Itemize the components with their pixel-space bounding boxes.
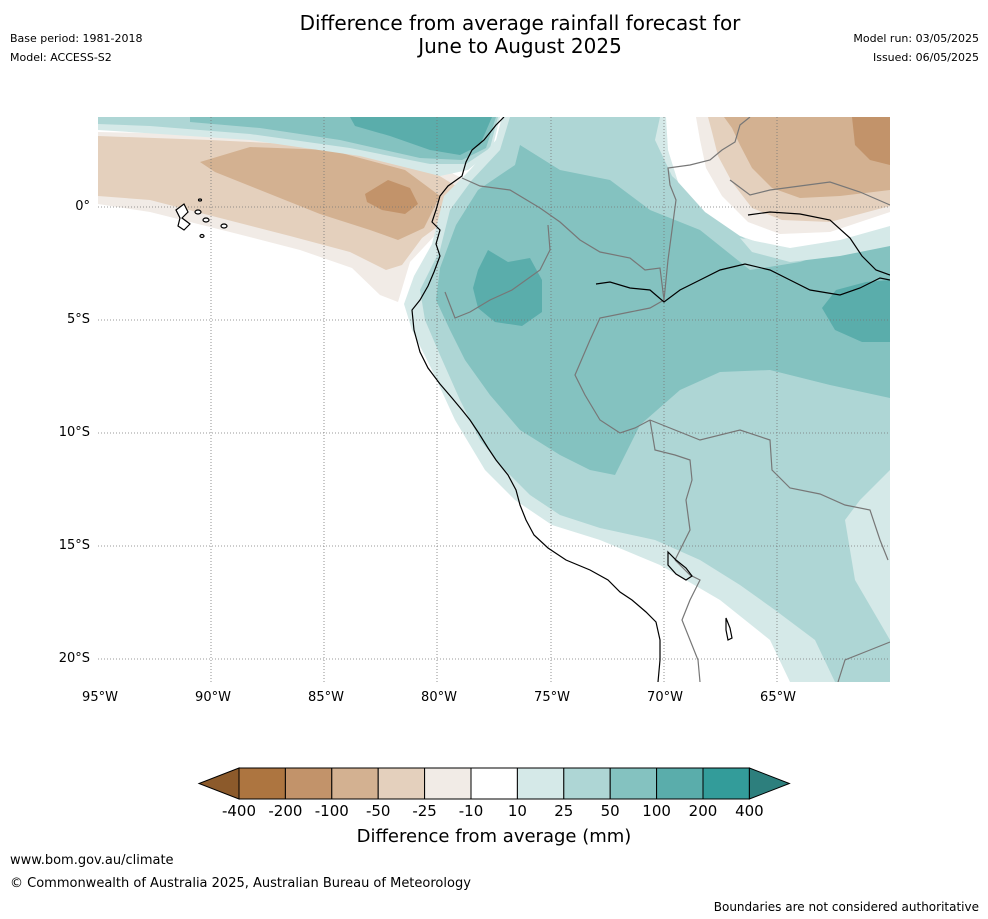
colorbar-tick: 50	[600, 802, 620, 820]
colorbar-extend-low	[197, 767, 240, 800]
ne-dry-region-50	[724, 117, 890, 198]
base-period-text: Base period: 1981-2018	[10, 32, 143, 45]
colorbar-tick: 100	[642, 802, 671, 820]
footer-url: www.bom.gov.au/climate	[10, 853, 174, 868]
footer-boundary-note: Boundaries are not considered authoritat…	[713, 900, 979, 914]
colorbar-tick: -25	[412, 802, 437, 820]
ne-dry-region-100	[852, 117, 890, 165]
galapagos-islands	[175, 198, 228, 239]
model-name-text: Model: ACCESS-S2	[10, 51, 112, 64]
colorbar-tick: -400	[221, 802, 257, 820]
lat-label-5s: 5°S	[66, 312, 90, 327]
lat-label-10s: 10°S	[58, 425, 90, 440]
map-gridlines	[98, 117, 890, 682]
lon-label-90w: 90°W	[195, 690, 231, 705]
colorbar-tick: 400	[735, 802, 764, 820]
colorbar-tick: -10	[458, 802, 484, 820]
colorbar-extend-high	[748, 767, 791, 800]
colorbar-tick: -100	[314, 802, 349, 820]
model-run-text: Model run: 03/05/2025	[853, 32, 979, 45]
lat-label-20s: 20°S	[58, 651, 90, 666]
colorbar-segment	[377, 767, 426, 800]
colorbar-tick: -200	[268, 802, 303, 820]
lon-label-70w: 70°W	[647, 690, 683, 705]
dry-region-100	[365, 180, 418, 214]
colorbar-label: Difference from average (mm)	[356, 826, 632, 847]
colorbar-tick: 10	[507, 802, 527, 820]
colorbar-segment	[702, 767, 750, 800]
wet-region-east-100	[822, 280, 890, 342]
wet-region-main-100	[473, 250, 542, 326]
wet-region-nw-100	[350, 117, 492, 155]
lon-label-80w: 80°W	[421, 690, 457, 705]
colorbar-segment	[516, 767, 565, 800]
colorbar-segment	[563, 767, 611, 800]
colorbar-segment	[424, 767, 472, 800]
title-line-2: June to August 2025	[418, 34, 622, 58]
lat-label-15s: 15°S	[58, 538, 90, 553]
lat-label-0: 0°	[75, 199, 90, 214]
colorbar-segment	[470, 767, 518, 800]
issued-date-text: Issued: 06/05/2025	[872, 51, 979, 64]
colorbar-segment	[609, 767, 658, 800]
footer-copyright: © Commonwealth of Australia 2025, Austra…	[10, 876, 471, 891]
lon-label-65w: 65°W	[760, 690, 796, 705]
coastlines	[411, 117, 890, 682]
map-title: Difference from average rainfall forecas…	[200, 12, 840, 58]
colorbar-segment	[284, 767, 333, 800]
country-borders	[444, 117, 890, 682]
ne-teal-edge	[740, 226, 890, 262]
lon-label-95w: 95°W	[82, 690, 118, 705]
colorbar	[197, 767, 791, 800]
title-line-1: Difference from average rainfall forecas…	[299, 11, 741, 35]
colorbar-segment	[331, 767, 379, 800]
colorbar-tick: 200	[688, 802, 718, 820]
lon-label-85w: 85°W	[308, 690, 344, 705]
colorbar-tick: 25	[554, 802, 574, 820]
colorbar-segment	[238, 767, 286, 800]
colorbar-tick: -50	[365, 802, 391, 820]
map-panel	[98, 117, 890, 682]
wet-region-main-50	[436, 145, 890, 475]
lon-label-75w: 75°W	[534, 690, 570, 705]
dry-region-50	[200, 147, 440, 240]
colorbar-segment	[656, 767, 704, 800]
